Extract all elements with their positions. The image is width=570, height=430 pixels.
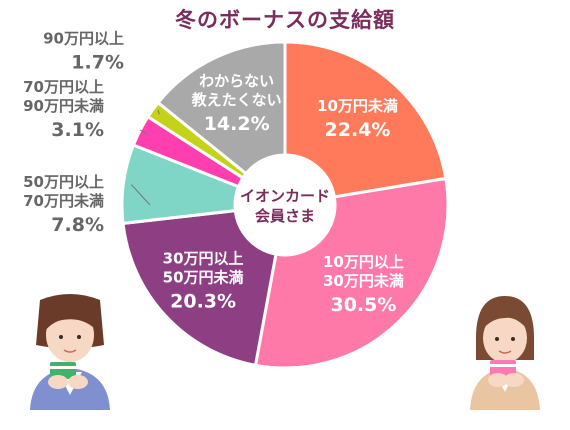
slice-percent: 3.1% <box>51 119 104 141</box>
chart-title: 冬のボーナスの支給額 <box>175 8 395 32</box>
slice-label-line: 30万円未満 <box>323 272 404 290</box>
pie-slice <box>156 40 287 176</box>
slice-label: 30万円以上 50万円未満 20.3% <box>163 249 244 312</box>
pie-slice <box>283 40 448 199</box>
slice-percent: 1.7% <box>71 52 124 74</box>
slice-percent: 20.3% <box>170 290 236 312</box>
slice-percent: 22.4% <box>325 119 391 141</box>
slice-label-line: 90万円以上 <box>43 30 124 48</box>
slice-label-outside: 90万円以上 1.7% <box>43 30 124 74</box>
slice-labels: 10万円未満 22.4% 10万円以上 30万円未満 30.5% 30万円以上 50万円未満… <box>23 30 404 316</box>
slice-label-line: 10万円以上 <box>323 253 404 271</box>
leader-line <box>130 184 151 206</box>
slice-label-line: 70万円以上 <box>23 78 104 96</box>
slice-percent: 30.5% <box>330 294 396 316</box>
slices <box>120 40 450 370</box>
woman-left-illustration <box>30 294 110 410</box>
center-label-line: イオンカード <box>240 187 330 205</box>
slice-label: 10万円以上 30万円未満 30.5% <box>323 253 404 316</box>
slice-label-line: わからない <box>199 72 274 90</box>
center-label-line: 会員さま <box>255 207 315 225</box>
slice-label-line: 90万円未満 <box>23 97 104 115</box>
slice-label-line: 70万円未満 <box>23 192 104 210</box>
slice-label-line: 30万円以上 <box>163 249 244 267</box>
slice-label-line: 50万円以上 <box>23 173 104 191</box>
slice-label: 10万円未満 22.4% <box>317 97 398 141</box>
slice-label-outside: 70万円以上 90万円未満 3.1% <box>23 78 104 141</box>
slice-percent: 14.2% <box>204 113 270 135</box>
slice-label-line: 50万円未満 <box>163 268 244 286</box>
leader-line <box>139 129 148 135</box>
woman-right-illustration <box>470 296 540 410</box>
pie-slice <box>253 176 450 370</box>
leader-line <box>157 109 160 115</box>
slice-label-line: 教えたくない <box>191 91 282 109</box>
slice-percent: 7.8% <box>51 214 104 236</box>
slice-label: わからない教えたくない 14.2% <box>191 72 282 135</box>
center-label: イオンカード会員さま <box>240 187 330 225</box>
leader-lines <box>130 109 160 206</box>
pie-slice <box>121 208 278 368</box>
slice-label-outside: 50万円以上 70万円未満 7.8% <box>23 173 104 236</box>
slice-label-line: 10万円未満 <box>317 97 398 115</box>
